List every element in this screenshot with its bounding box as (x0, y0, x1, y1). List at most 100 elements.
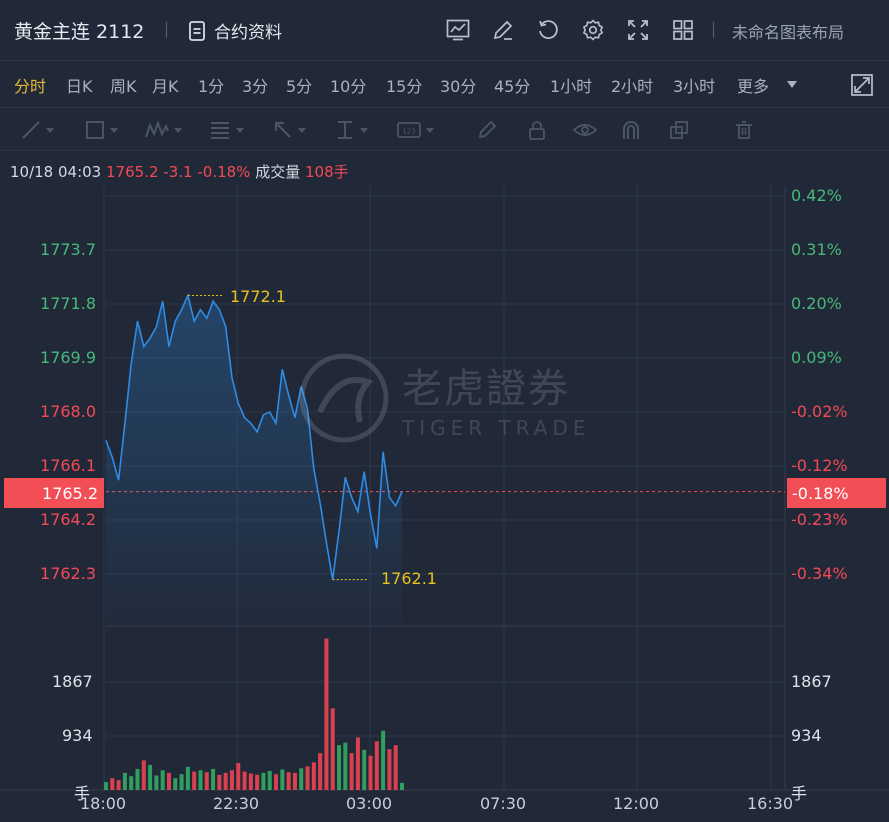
period-tab[interactable]: 45分 (494, 77, 531, 96)
volume-bar (311, 762, 316, 790)
period-tab[interactable]: 3分 (242, 77, 269, 96)
percent-axis-label: -0.02% (791, 402, 848, 421)
fibonacci-icon (211, 122, 229, 139)
more-periods-dropdown[interactable]: 更多 (737, 77, 770, 96)
wave-tool[interactable] (144, 118, 182, 142)
volume-label: 成交量 (255, 163, 301, 181)
volume-bar (248, 773, 253, 790)
period-tab[interactable]: 15分 (386, 77, 423, 96)
rectangle-icon (86, 121, 104, 139)
volume-axis-label: 934 (62, 726, 93, 745)
text-tool[interactable]: 123 (396, 118, 434, 142)
volume-bar (198, 770, 203, 790)
fullscreen-icon (628, 20, 648, 40)
chart-line-icon (446, 19, 470, 41)
period-tab[interactable]: 5分 (286, 77, 313, 96)
volume-bar (135, 768, 140, 790)
period-tab[interactable]: 1分 (198, 77, 225, 96)
quote-datetime: 10/18 04:03 (10, 163, 102, 181)
percent-axis-label: 0.42% (791, 186, 842, 205)
refresh-icon (539, 20, 558, 40)
delete-tool[interactable] (733, 118, 755, 142)
price-axis-label: 1764.2 (40, 510, 96, 529)
svg-text:123: 123 (402, 128, 415, 136)
volume-axis-label: 1867 (791, 672, 832, 691)
volume-axis-label: 934 (791, 726, 822, 745)
volume-bar (110, 778, 115, 790)
layout-grid-button[interactable] (669, 16, 697, 44)
volume-bar (154, 775, 159, 790)
volume-bar (211, 768, 216, 790)
low-marker-label: 1762.1 (381, 569, 437, 588)
arrow-icon (275, 122, 291, 138)
measure-tool[interactable] (334, 118, 368, 142)
time-axis-label: 03:00 (346, 794, 393, 813)
rectangle-tool[interactable] (84, 118, 118, 142)
quote-price: 1765.2 (106, 163, 159, 181)
contract-info-button[interactable]: 合约资料 (188, 18, 282, 43)
period-tab[interactable]: 日K (66, 77, 93, 96)
indicator-button[interactable] (444, 16, 472, 44)
period-tab[interactable]: 分时 (14, 77, 47, 96)
period-tab[interactable]: 1小时 (550, 77, 593, 96)
volume-bar (324, 638, 329, 790)
period-tab[interactable]: 月K (152, 77, 179, 96)
refresh-button[interactable] (534, 16, 562, 44)
lock-tool[interactable] (526, 118, 548, 142)
volume-bar (116, 780, 121, 790)
grid-icon (673, 20, 693, 40)
trash-icon (736, 121, 752, 139)
time-axis-label: 18:00 (80, 794, 127, 813)
volume-bar (374, 741, 379, 790)
arrow-tool[interactable] (272, 118, 306, 142)
volume-bar (179, 774, 184, 790)
percent-axis-label: 0.09% (791, 348, 842, 367)
volume-bar (343, 742, 348, 790)
document-icon (189, 20, 205, 41)
volume-bar (267, 770, 272, 790)
layout-name-button[interactable]: 未命名图表布局 (732, 23, 845, 42)
intraday-chart[interactable]: 老虎證券 TIGER TRADE 1773.7 1771.8 1769.9 1768.… (0, 186, 889, 822)
volume-bar (387, 749, 392, 790)
volume-bar (261, 772, 266, 790)
volume-bar (368, 755, 373, 790)
volume-bar (223, 772, 228, 790)
percent-axis-label: -0.23% (791, 510, 848, 529)
clone-tool[interactable] (668, 118, 690, 142)
draw-button[interactable] (489, 16, 517, 44)
pen-tool[interactable] (476, 118, 498, 142)
fibonacci-tool[interactable] (208, 118, 244, 142)
time-axis-label: 22:30 (213, 794, 260, 813)
volume-bar (330, 708, 335, 790)
trend-line-tool[interactable] (20, 118, 54, 142)
quote-volume: 108手 (305, 163, 349, 181)
volume-bar (318, 753, 323, 790)
drawing-toolbar: 123 (0, 107, 889, 151)
expand-icon[interactable] (850, 73, 874, 97)
copy-icon (670, 121, 688, 139)
volume-bar (236, 763, 241, 790)
period-tab[interactable]: 30分 (440, 77, 477, 96)
current-price-tag: 1765.2 (4, 478, 104, 508)
period-tab[interactable]: 3小时 (673, 77, 716, 96)
instrument-title: 黄金主连 2112 (14, 21, 145, 43)
period-tab[interactable]: 2小时 (611, 77, 654, 96)
volume-bar (299, 768, 304, 790)
volume-bar (160, 770, 165, 790)
time-axis-label: 12:00 (613, 794, 660, 813)
volume-bar (166, 772, 171, 790)
fullscreen-button[interactable] (624, 16, 652, 44)
period-tab[interactable]: 10分 (330, 77, 367, 96)
title-bar: 黄金主连 2112 合约资料 未命名图表布局 (0, 0, 889, 60)
magnet-tool[interactable] (620, 118, 642, 142)
quote-change: -3.1 (163, 163, 193, 181)
wave-icon (145, 120, 169, 138)
line-tool-icon (22, 121, 40, 139)
period-tab[interactable]: 周K (110, 77, 137, 96)
current-pct-tag: -0.18% (787, 478, 886, 508)
chevron-down-icon (787, 81, 797, 88)
volume-bar (292, 772, 297, 790)
percent-axis-label: 0.20% (791, 294, 842, 313)
settings-button[interactable] (579, 16, 607, 44)
visibility-tool[interactable] (572, 118, 598, 142)
